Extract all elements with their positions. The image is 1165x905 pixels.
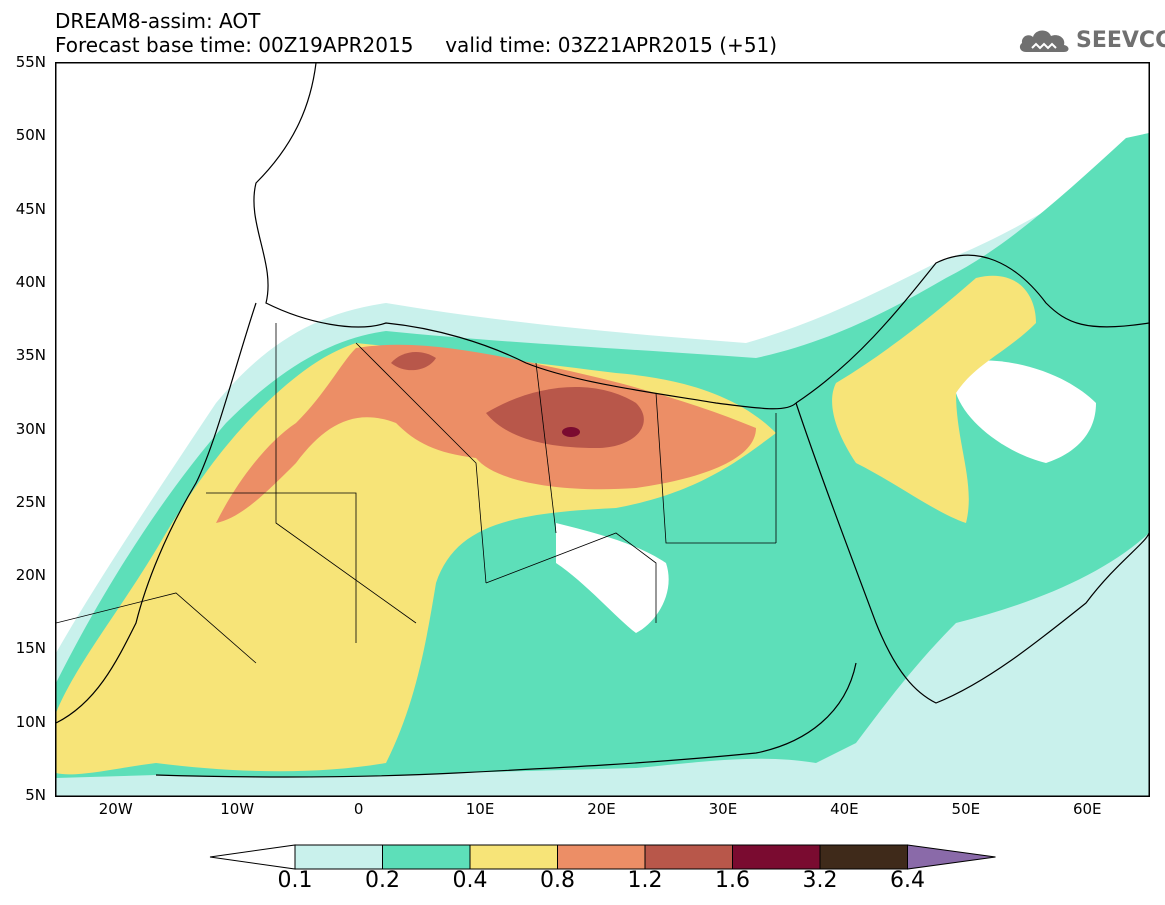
colorbar-label: 0.8 [540, 868, 575, 893]
colorbar-segment [382, 844, 471, 870]
lon-label: 10E [465, 800, 495, 818]
lon-label: 20W [98, 800, 133, 818]
aot-field-clear-sudan [556, 523, 669, 633]
colorbar-high-extend [907, 844, 996, 870]
lat-label: 15N [15, 639, 46, 658]
colorbar-segment [819, 844, 908, 870]
colorbar-low-extend [209, 844, 296, 870]
colorbar-label: 0.1 [277, 868, 313, 893]
aot-field-0.8 [216, 344, 756, 523]
lat-label: 30N [15, 419, 46, 438]
lat-label: 45N [15, 199, 46, 218]
lon-label: 10W [220, 800, 255, 818]
coastlines [56, 63, 1149, 778]
colorbar-label: 0.4 [452, 868, 488, 893]
colorbar-label: 1.6 [715, 868, 750, 893]
lon-label: 20E [587, 800, 616, 818]
lat-label: 55N [15, 53, 46, 71]
chart-title-line2: Forecast base time: 00Z19APR2015 valid t… [55, 33, 778, 57]
colorbar-segment [644, 844, 733, 870]
seevccc-logo: SEEVCCC [1018, 22, 1165, 62]
cloud-icon [1019, 30, 1069, 52]
colorbar-segment [294, 844, 383, 870]
colorbar-label: 0.2 [365, 868, 400, 893]
map-svg [56, 63, 1149, 796]
aot-field-0.4-arabia [832, 275, 1036, 523]
aot-map [55, 62, 1150, 797]
aot-field-1.6 [562, 427, 580, 437]
lat-label: 50N [15, 126, 46, 145]
lon-label: 40E [830, 800, 859, 818]
colorbar-segment [469, 844, 558, 870]
country-borders [56, 323, 777, 664]
aot-field-1.2-north [391, 351, 436, 371]
logo-text: SEEVCCC [1076, 28, 1165, 53]
lat-label: 40N [15, 272, 46, 291]
chart-title-line1: DREAM8-assim: AOT [55, 9, 261, 33]
colorbar [209, 844, 996, 870]
lat-label: 10N [15, 712, 46, 731]
colorbar-segment [557, 844, 646, 870]
lon-label: 0 [353, 800, 364, 818]
aot-field-clear-iran [956, 360, 1096, 463]
colorbar-label: 1.2 [627, 868, 663, 893]
colorbar-segment [732, 844, 821, 870]
lon-label: 60E [1072, 800, 1102, 818]
lat-label: 5N [25, 786, 46, 804]
lon-label: 30E [708, 800, 738, 818]
colorbar-label: 6.4 [890, 868, 925, 893]
lon-label: 50E [951, 800, 981, 818]
lat-label: 20N [15, 566, 46, 585]
lat-label: 25N [15, 492, 46, 511]
lat-label: 35N [15, 346, 46, 365]
aot-field-1.2 [486, 386, 644, 448]
colorbar-label: 3.2 [802, 868, 838, 893]
